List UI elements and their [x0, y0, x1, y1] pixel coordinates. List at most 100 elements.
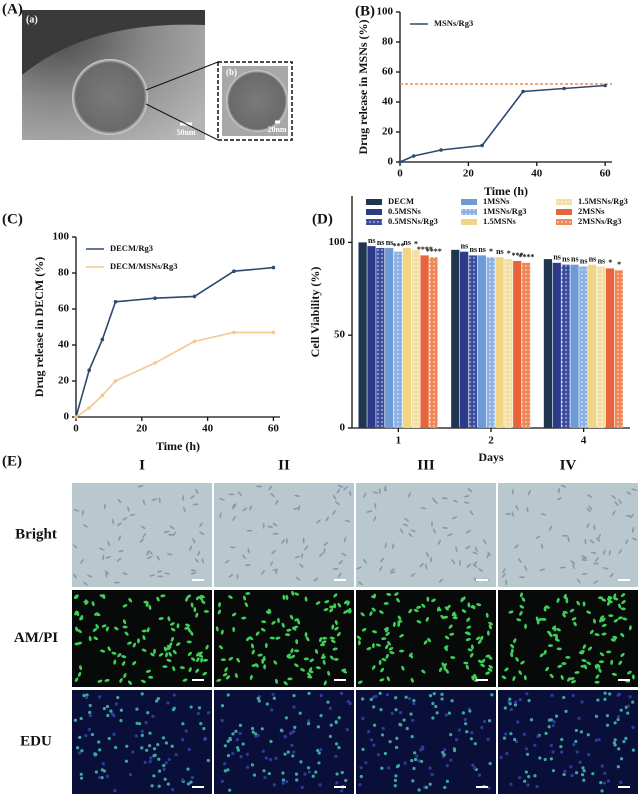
cell [387, 641, 391, 646]
y-tick-label: 40 [58, 339, 70, 351]
cell [562, 613, 566, 618]
nucleus [380, 733, 385, 737]
nucleus [359, 766, 363, 770]
cell [165, 652, 169, 658]
nucleus [514, 739, 519, 744]
column-label: IV [560, 457, 577, 473]
nucleus [399, 723, 403, 727]
significance-label: **** [518, 253, 534, 262]
cell [320, 655, 326, 659]
cell [576, 600, 580, 606]
nucleus [385, 693, 390, 697]
significance-label: ns [478, 245, 486, 254]
bar [460, 251, 469, 428]
nucleus [502, 736, 507, 740]
cell [102, 554, 105, 561]
cell [524, 565, 528, 571]
cell [308, 667, 313, 672]
nucleus [628, 695, 632, 699]
nucleus [187, 747, 191, 752]
nucleus [295, 778, 299, 782]
legend-swatch [556, 209, 572, 215]
cell [379, 557, 385, 563]
cell [480, 663, 485, 668]
cell [215, 626, 219, 632]
nucleus [564, 709, 568, 713]
nucleus [78, 735, 82, 739]
nucleus [234, 729, 238, 733]
cell [518, 670, 522, 675]
cell [160, 594, 166, 598]
cell [148, 675, 154, 679]
cell [83, 581, 88, 586]
cell [513, 638, 517, 644]
nucleus [572, 742, 576, 747]
nucleus [594, 738, 598, 742]
cell [141, 648, 147, 652]
nucleus [513, 703, 518, 707]
cell [343, 536, 347, 543]
cell [107, 646, 111, 652]
cell [629, 513, 635, 519]
cell [164, 572, 171, 575]
nucleus [334, 742, 339, 746]
nucleus [473, 766, 477, 770]
nucleus [465, 730, 469, 734]
data-point [480, 143, 484, 148]
x-tick-label: 40 [202, 423, 214, 435]
nucleus [415, 754, 419, 758]
cell [524, 623, 527, 629]
legend-swatch [556, 219, 572, 225]
nucleus [402, 718, 406, 722]
cell [597, 596, 604, 600]
nucleus [571, 694, 575, 698]
cell [482, 539, 487, 545]
nucleus [265, 702, 269, 706]
cell [485, 671, 491, 675]
nucleus [155, 699, 159, 703]
nucleus [411, 718, 415, 722]
cell [294, 663, 299, 668]
nucleus [167, 757, 171, 762]
cell [73, 573, 77, 579]
y-axis-title: Cell Viability (%) [308, 267, 322, 358]
data-point [153, 296, 157, 301]
nucleus [443, 785, 447, 790]
nucleus [619, 780, 623, 784]
cell [327, 670, 331, 676]
y-tick-label: 0 [388, 156, 394, 168]
cell [572, 563, 575, 570]
cell [402, 523, 409, 527]
y-axis-title: Drug release in MSNs (%) [356, 19, 370, 154]
image-label: (b) [226, 67, 237, 77]
cell [121, 661, 126, 666]
nucleus [226, 768, 230, 772]
nucleus [395, 736, 399, 740]
bar [468, 255, 478, 428]
nucleus [288, 731, 293, 736]
cell [510, 652, 514, 658]
nucleus [603, 691, 607, 695]
nucleus [345, 728, 349, 732]
cell [263, 664, 267, 670]
column-label: III [417, 457, 435, 473]
nucleus [267, 771, 271, 776]
cell [416, 620, 422, 624]
nucleus [298, 711, 302, 715]
cell [103, 503, 106, 510]
column-label: II [278, 457, 290, 473]
cell [166, 658, 172, 662]
cell [201, 599, 206, 604]
cell [167, 616, 171, 622]
cell [284, 633, 291, 637]
cell [169, 525, 175, 530]
y-tick-label: 40 [382, 96, 394, 108]
cell [156, 555, 160, 561]
cell [122, 572, 128, 576]
nucleus [600, 764, 604, 768]
cell [222, 672, 228, 677]
cell [379, 610, 384, 615]
cell [449, 632, 455, 636]
nucleus [440, 697, 444, 701]
significance-label: **** [426, 247, 442, 256]
